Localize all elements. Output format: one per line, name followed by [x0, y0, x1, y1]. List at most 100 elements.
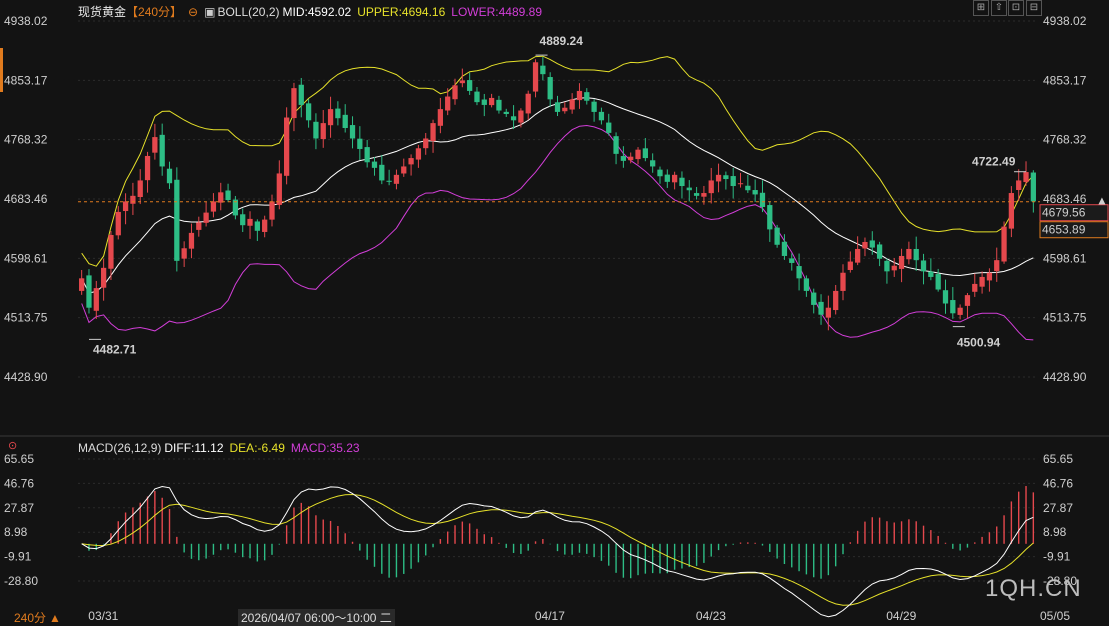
candle-body	[423, 138, 429, 149]
macd-tick-label-right: -9.91	[1043, 550, 1071, 564]
boll-name: BOLL(20,2)	[217, 5, 280, 19]
second-price-box	[1039, 221, 1109, 239]
candle-body	[298, 84, 304, 105]
candle-body	[86, 275, 92, 308]
macd-macd-value: MACD:35.23	[290, 441, 360, 455]
toolbar-upload-icon[interactable]: ⇧	[991, 0, 1007, 16]
y-axis-main: 4938.02 4938.02 4853.17 4853.17 4768.32 4768.…	[4, 14, 1087, 384]
x-tick-label: 04/29	[886, 609, 916, 623]
candle-body	[840, 272, 846, 291]
candle-body	[708, 180, 714, 194]
y-tick-label-left: 4428.90	[4, 370, 48, 384]
candle-body	[276, 173, 282, 205]
candle-body	[686, 187, 692, 191]
candle-body	[408, 158, 414, 165]
candle-body	[262, 219, 268, 232]
candle-body	[554, 102, 561, 112]
candle-body	[357, 138, 363, 149]
candle-body	[488, 97, 495, 106]
candle-body	[174, 179, 180, 261]
period-label[interactable]: 【240分】	[126, 5, 183, 19]
candle-body	[730, 176, 736, 187]
candle-body	[327, 109, 334, 126]
macd-tick-label-left: 8.98	[4, 525, 28, 539]
candle-body	[569, 99, 575, 110]
candle-body	[891, 265, 897, 271]
candle-body	[122, 201, 129, 212]
candle-body	[657, 169, 663, 177]
instrument-name[interactable]: 现货黄金	[78, 5, 127, 19]
candle-body	[635, 149, 641, 160]
candle-body	[210, 201, 217, 212]
candle-body	[181, 248, 187, 259]
candle-body	[247, 218, 253, 226]
candle-body	[371, 161, 378, 168]
candle-body	[305, 103, 312, 121]
y-tick-label-left: 4938.02	[4, 14, 48, 28]
candle-body	[928, 271, 934, 277]
macd-dea-value: DEA:-6.49	[229, 441, 285, 455]
candle-body	[196, 222, 202, 230]
candle-body	[774, 227, 780, 245]
candle-body	[606, 122, 612, 133]
candle-body	[576, 90, 583, 101]
candle-body	[510, 116, 517, 121]
candle-body	[1030, 172, 1036, 202]
toolbar-export-icon[interactable]: ⊡	[1008, 0, 1024, 16]
x-tick-label: 04/23	[696, 609, 726, 623]
indicator-icon[interactable]: ▣	[204, 5, 216, 19]
macd-tick-label-right: -28.80	[1043, 574, 1077, 588]
candle-body	[437, 109, 444, 126]
macd-tick-label-left: -9.91	[4, 550, 32, 564]
candle-body	[650, 160, 656, 167]
candle-body	[481, 99, 487, 105]
candle-body	[862, 241, 868, 249]
candle-body	[737, 183, 744, 185]
y-tick-label-right: 4513.75	[1043, 311, 1087, 325]
current-price-label: 4679.56	[1042, 206, 1086, 220]
candle-body	[452, 85, 458, 100]
toolbar-grid-icon[interactable]: ⊞	[973, 0, 989, 16]
candle-body	[628, 156, 634, 161]
y-tick-label-right: 4683.46	[1043, 192, 1087, 206]
candle-body	[393, 174, 400, 184]
candle-body	[518, 110, 524, 123]
candle-body	[137, 180, 143, 198]
settings-icon[interactable]: ⊖	[188, 5, 199, 19]
candle-body	[679, 177, 685, 187]
period-switch[interactable]: 240分 ▲	[14, 611, 61, 625]
y-tick-label-left: 4683.46	[4, 192, 48, 206]
candle-body	[950, 300, 956, 314]
boll-mid-value: MID:4592.02	[282, 5, 352, 19]
y-tick-label-right: 4598.61	[1043, 251, 1087, 265]
candle-body	[972, 283, 978, 292]
toolbar-layout-icon[interactable]: ⊟	[1026, 0, 1042, 16]
candle-body	[225, 190, 231, 201]
candle-body	[964, 295, 971, 306]
candle-body	[342, 114, 348, 128]
annotation-label: 4500.94	[957, 336, 1001, 350]
candle-body	[386, 180, 392, 182]
candle-body	[313, 121, 319, 139]
macd-tick-label-left: 65.65	[4, 452, 34, 466]
candle-body	[591, 101, 597, 112]
macd-tick-label-right: 8.98	[1043, 525, 1067, 539]
candle-body	[855, 248, 861, 263]
candle-body	[100, 267, 107, 288]
y-tick-label-right: 4768.32	[1043, 133, 1087, 147]
candle-body	[825, 307, 831, 318]
candle-body	[401, 166, 407, 174]
candle-body	[759, 192, 766, 208]
macd-name: MACD(26,12,9)	[78, 441, 162, 455]
x-tick-label: 03/31	[88, 609, 118, 623]
candle-body	[671, 174, 678, 183]
macd-settings-icon[interactable]: ⊙	[8, 440, 18, 452]
macd-tick-label-right: 27.87	[1043, 501, 1073, 515]
candle-body	[942, 290, 949, 304]
macd-header: MACD(26,12,9) DIFF:11.12 DEA:-6.49 MACD:35.…	[78, 441, 366, 455]
candle-body	[811, 292, 817, 305]
candle-body	[188, 232, 195, 249]
candle-body	[547, 77, 553, 100]
x-tick-label: 04/17	[535, 609, 565, 623]
candle-body	[613, 136, 619, 154]
